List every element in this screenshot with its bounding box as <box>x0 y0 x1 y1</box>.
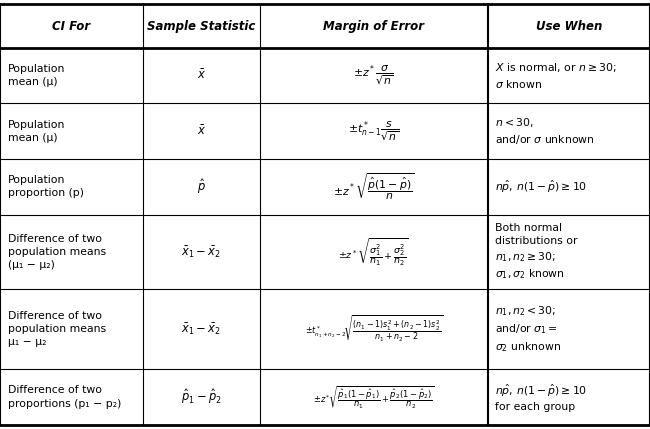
Text: $\hat{p}$: $\hat{p}$ <box>197 177 206 196</box>
Text: Population
proportion (p): Population proportion (p) <box>8 175 84 198</box>
Text: Difference of two
population means
μ₁ − μ₂: Difference of two population means μ₁ − … <box>8 311 106 347</box>
Text: $n\hat{p},\, n(1-\hat{p}) \geq 10$
for each group: $n\hat{p},\, n(1-\hat{p}) \geq 10$ for e… <box>495 382 588 412</box>
Text: Both normal
distributions or
$n_1, n_2 \geq 30$;
$\sigma_1, \sigma_2$ known: Both normal distributions or $n_1, n_2 \… <box>495 223 578 281</box>
Text: $\bar{x}_1 - \bar{x}_2$: $\bar{x}_1 - \bar{x}_2$ <box>181 321 222 337</box>
Text: Population
mean (μ): Population mean (μ) <box>8 120 65 143</box>
Text: $X$ is normal, or $n \geq 30$;
$\sigma$ known: $X$ is normal, or $n \geq 30$; $\sigma$ … <box>495 61 617 90</box>
Text: $n\hat{p},\, n(1-\hat{p}) \geq 10$: $n\hat{p},\, n(1-\hat{p}) \geq 10$ <box>495 178 588 195</box>
Text: $\pm t^*_{n_1+n_2-2}\!\sqrt{\dfrac{(n_1-1)s_1^2+(n_2-1)s_2^2}{n_1+n_2-2}}$: $\pm t^*_{n_1+n_2-2}\!\sqrt{\dfrac{(n_1-… <box>305 314 443 344</box>
Text: $n_1, n_2 < 30$;
and/or $\sigma_1 =$
$\sigma_2$ unknown: $n_1, n_2 < 30$; and/or $\sigma_1 =$ $\s… <box>495 305 562 354</box>
Text: Population
mean (μ): Population mean (μ) <box>8 64 65 87</box>
Text: $\pm z^* \sqrt{\dfrac{\sigma_1^2}{n_1} + \dfrac{\sigma_2^2}{n_2}}$: $\pm z^* \sqrt{\dfrac{\sigma_1^2}{n_1} +… <box>339 236 409 268</box>
Text: $\pm z^*\!\sqrt{\dfrac{\hat{p}_1(1-\hat{p}_1)}{n_1} + \dfrac{\hat{p}_2(1-\hat{p}: $\pm z^*\!\sqrt{\dfrac{\hat{p}_1(1-\hat{… <box>313 384 435 410</box>
Text: Difference of two
population means
(μ₁ − μ₂): Difference of two population means (μ₁ −… <box>8 234 106 270</box>
Text: CI For: CI For <box>53 20 90 33</box>
Text: $\bar{x}_1 - \bar{x}_2$: $\bar{x}_1 - \bar{x}_2$ <box>181 244 222 260</box>
Text: $\pm t^*_{n-1} \dfrac{s}{\sqrt{n}}$: $\pm t^*_{n-1} \dfrac{s}{\sqrt{n}}$ <box>348 120 399 143</box>
Text: Margin of Error: Margin of Error <box>323 20 424 33</box>
Text: $\pm z^* \sqrt{\dfrac{\hat{p}(1-\hat{p})}{n}}$: $\pm z^* \sqrt{\dfrac{\hat{p}(1-\hat{p})… <box>333 172 415 202</box>
Text: Use When: Use When <box>536 20 602 33</box>
Text: Sample Statistic: Sample Statistic <box>148 20 255 33</box>
Text: $\pm z^* \dfrac{\sigma}{\sqrt{n}}$: $\pm z^* \dfrac{\sigma}{\sqrt{n}}$ <box>354 64 394 87</box>
Text: $n < 30$,
and/or $\sigma$ unknown: $n < 30$, and/or $\sigma$ unknown <box>495 116 595 146</box>
Text: Difference of two
proportions (p₁ − p₂): Difference of two proportions (p₁ − p₂) <box>8 385 121 408</box>
Text: $\bar{x}$: $\bar{x}$ <box>197 124 206 138</box>
Text: $\hat{p}_1 - \hat{p}_2$: $\hat{p}_1 - \hat{p}_2$ <box>181 387 222 406</box>
Text: $\bar{x}$: $\bar{x}$ <box>197 69 206 82</box>
